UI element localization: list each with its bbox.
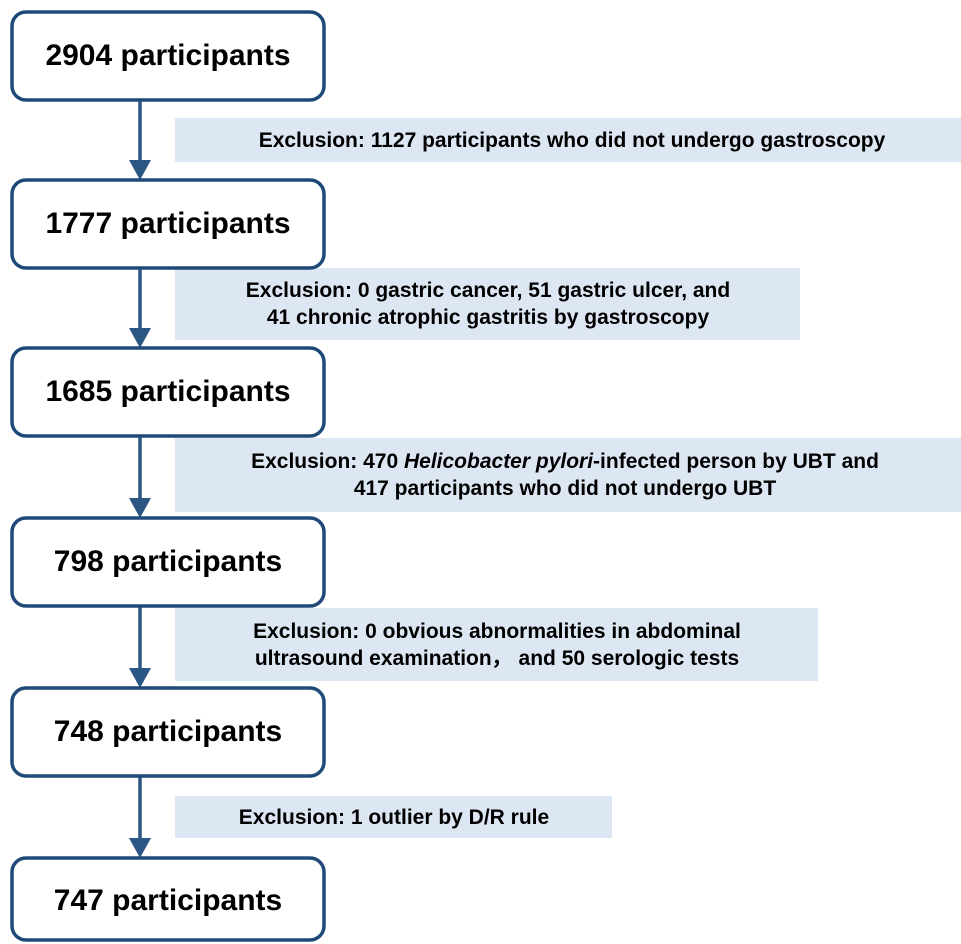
arrow-head: [129, 838, 151, 858]
node-label: 798 participants: [54, 545, 282, 578]
exclusion-text: 41 chronic atrophic gastritis by gastros…: [267, 306, 710, 329]
exclusion-panel: [175, 608, 818, 681]
text-segment: Exclusion: 0 obvious abnormalities in ab…: [253, 620, 741, 643]
node-box: [10, 178, 326, 270]
node-box: [10, 516, 326, 608]
text-segment: Helicobacter pylori: [404, 450, 594, 473]
exclusion-panel: [175, 438, 961, 512]
exclusion-panel: [175, 118, 961, 162]
arrow-head: [129, 160, 151, 180]
node-label: 748 participants: [54, 715, 282, 748]
exclusion-text: Exclusion: 470 Helicobacter pylori-infec…: [251, 450, 879, 473]
node-box: [10, 10, 326, 102]
text-segment: Exclusion: 1 outlier by D/R rule: [239, 806, 549, 829]
text-segment: Exclusion: 0 gastric cancer, 51 gastric …: [246, 279, 730, 302]
node-label: 2904 participants: [45, 39, 290, 72]
arrows: [129, 100, 151, 858]
text-segment: ultrasound examination， and 50 serologic…: [255, 647, 739, 670]
text-segment: 41 chronic atrophic gastritis by gastros…: [267, 306, 710, 329]
node-label: 747 participants: [54, 884, 282, 917]
node-box: [10, 856, 326, 942]
node-label: 1685 participants: [45, 375, 290, 408]
text-segment: Exclusion: 470: [251, 450, 404, 473]
exclusion-panel: [175, 796, 612, 838]
text-segment: 417 participants who did not undergo UBT: [354, 477, 777, 500]
node-box: [10, 686, 326, 778]
arrow-head: [129, 328, 151, 348]
exclusion-text: Exclusion: 1127 participants who did not…: [259, 129, 886, 152]
text-segment: Exclusion: 1127 participants who did not…: [259, 129, 886, 152]
arrow-head: [129, 498, 151, 518]
exclusion-text: Exclusion: 1 outlier by D/R rule: [239, 806, 549, 829]
exclusion-text: 417 participants who did not undergo UBT: [354, 477, 777, 500]
exclusion-text: Exclusion: 0 gastric cancer, 51 gastric …: [246, 279, 730, 302]
node-box: [10, 346, 326, 438]
exclusion-text: Exclusion: 0 obvious abnormalities in ab…: [253, 620, 741, 643]
node-label: 1777 participants: [45, 207, 290, 240]
exclusion-text: ultrasound examination， and 50 serologic…: [255, 647, 739, 670]
arrow-head: [129, 668, 151, 688]
exclusion-panel: [175, 268, 800, 340]
text-segment: -infected person by UBT and: [593, 450, 879, 473]
